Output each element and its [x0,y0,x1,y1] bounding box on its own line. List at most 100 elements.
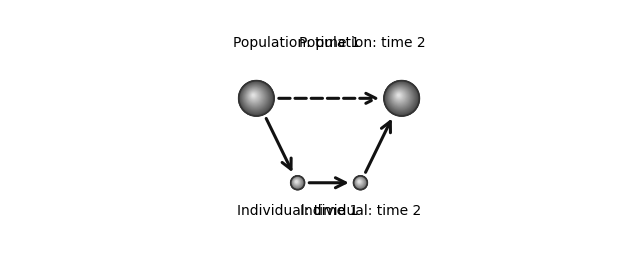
Circle shape [389,87,412,109]
Circle shape [356,179,364,186]
Circle shape [355,178,365,188]
Circle shape [242,85,269,112]
Circle shape [394,92,404,102]
Circle shape [356,179,363,186]
Circle shape [356,178,364,187]
Circle shape [389,86,412,109]
Circle shape [358,181,361,183]
Circle shape [397,95,400,97]
Circle shape [291,177,304,189]
Circle shape [356,179,363,186]
Circle shape [246,88,264,106]
Circle shape [241,84,271,113]
Circle shape [293,179,301,186]
Circle shape [293,179,301,186]
Circle shape [296,181,297,183]
Circle shape [391,88,410,107]
Circle shape [292,178,302,188]
Circle shape [294,179,300,185]
Circle shape [354,176,367,189]
Circle shape [357,180,362,185]
Circle shape [359,181,360,182]
Circle shape [292,178,302,188]
Circle shape [296,181,297,182]
Circle shape [293,178,302,187]
Circle shape [250,92,259,101]
Circle shape [355,178,365,187]
Circle shape [388,85,414,111]
Circle shape [392,89,408,106]
Circle shape [358,181,360,183]
Circle shape [293,179,300,186]
Circle shape [295,180,299,184]
Circle shape [292,177,303,188]
Circle shape [295,181,298,183]
Circle shape [293,179,300,186]
Circle shape [295,181,298,183]
Circle shape [293,179,300,186]
Circle shape [354,177,367,189]
Circle shape [390,88,410,107]
Circle shape [250,93,257,100]
Circle shape [354,177,366,189]
Circle shape [252,95,255,97]
Circle shape [356,179,363,186]
Circle shape [392,89,408,105]
Circle shape [248,91,260,102]
Circle shape [394,91,406,103]
Circle shape [241,83,272,114]
Circle shape [354,177,367,189]
Circle shape [385,82,419,116]
Circle shape [388,86,413,110]
Circle shape [242,85,270,112]
Circle shape [395,92,404,101]
Circle shape [386,84,415,113]
Circle shape [396,94,402,99]
Circle shape [295,181,297,183]
Circle shape [397,94,401,98]
Circle shape [354,176,367,190]
Circle shape [296,181,297,183]
Circle shape [292,177,303,188]
Circle shape [387,84,415,112]
Circle shape [294,179,300,185]
Circle shape [250,92,258,100]
Circle shape [240,82,272,115]
Circle shape [246,89,264,106]
Circle shape [390,87,412,109]
Circle shape [358,180,361,184]
Circle shape [245,88,265,107]
Circle shape [397,94,401,98]
Circle shape [387,85,414,112]
Circle shape [293,178,302,187]
Circle shape [357,180,363,185]
Circle shape [390,87,412,108]
Circle shape [356,179,364,186]
Circle shape [396,93,402,99]
Circle shape [242,84,270,112]
Circle shape [356,178,365,187]
Circle shape [295,180,299,184]
Circle shape [252,94,256,98]
Circle shape [354,177,367,189]
Circle shape [291,177,304,189]
Circle shape [248,90,261,103]
Circle shape [387,85,415,112]
Circle shape [354,177,366,188]
Circle shape [388,86,413,110]
Circle shape [392,89,409,106]
Circle shape [394,91,405,103]
Circle shape [358,181,361,183]
Circle shape [385,82,419,116]
Circle shape [392,90,407,104]
Circle shape [239,82,273,115]
Circle shape [394,90,406,103]
Circle shape [295,180,299,184]
Circle shape [240,83,272,114]
Circle shape [295,181,298,183]
Circle shape [245,87,265,108]
Circle shape [239,82,273,116]
Circle shape [250,92,258,101]
Circle shape [293,179,300,186]
Circle shape [295,181,298,184]
